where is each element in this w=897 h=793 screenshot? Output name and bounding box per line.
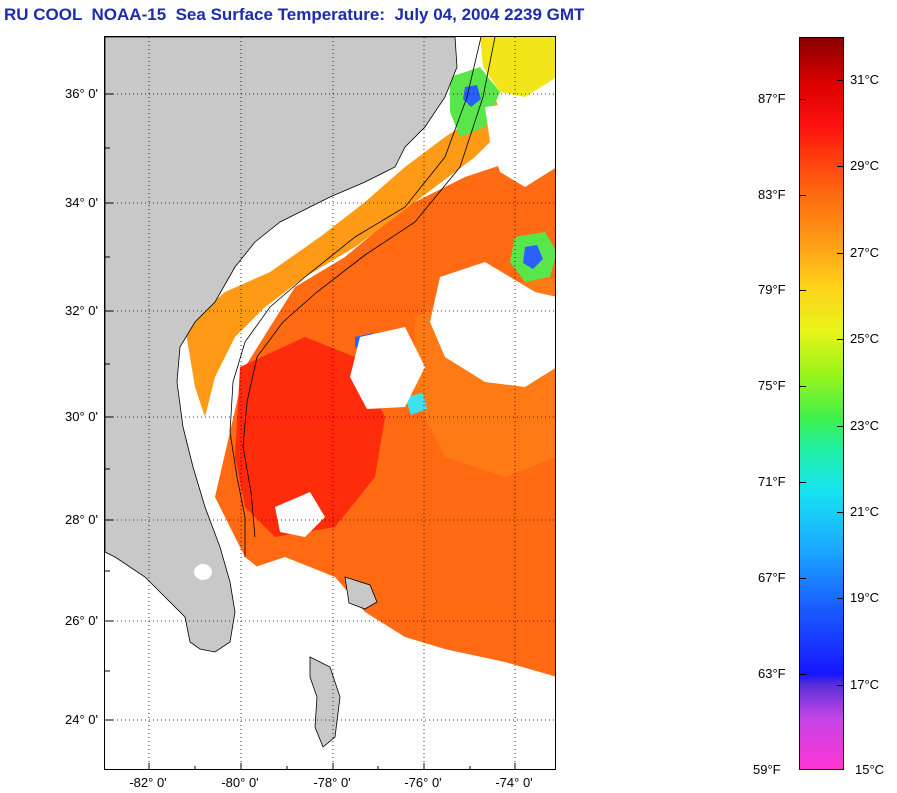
cb-label-63f: 63°F xyxy=(758,666,786,681)
cb-tick-f-83 xyxy=(799,195,806,196)
sst-map xyxy=(104,36,556,770)
cb-label-71f: 71°F xyxy=(758,474,786,489)
cb-tick-c-23 xyxy=(837,426,844,427)
land-mass xyxy=(105,37,458,653)
cb-label-59f: 59°F xyxy=(753,762,781,777)
cb-label-21c: 21°C xyxy=(850,504,880,519)
cb-label-23c: 23°C xyxy=(850,418,880,433)
cb-tick-f-79 xyxy=(799,290,806,291)
lat-label-34: 34° 0' xyxy=(65,195,98,210)
cloud-mask-east xyxy=(430,262,555,387)
cb-label-25c: 25°C xyxy=(850,331,880,346)
lon-label-82: -82° 0' xyxy=(129,775,167,790)
lat-label-30: 30° 0' xyxy=(65,409,98,424)
bahamas-island-2 xyxy=(344,576,378,610)
cb-label-75f: 75°F xyxy=(758,378,786,393)
lat-label-24: 24° 0' xyxy=(65,712,98,727)
isobath-100m xyxy=(229,37,482,557)
cb-label-27c: 27°C xyxy=(850,245,880,260)
cb-tick-c-17 xyxy=(837,685,844,686)
sst-hot-core xyxy=(235,337,385,537)
lat-label-28: 28° 0' xyxy=(65,512,98,527)
cb-label-67f: 67°F xyxy=(758,570,786,585)
cloud-mask-mid xyxy=(275,492,325,537)
cb-tick-c-19 xyxy=(837,598,844,599)
lon-label-76: -76° 0' xyxy=(404,775,442,790)
lon-label-78: -78° 0' xyxy=(313,775,351,790)
cb-label-19c: 19°C xyxy=(850,590,880,605)
lake-okeechobee xyxy=(194,564,212,580)
isobath-600m xyxy=(242,37,496,538)
lat-label-36: 36° 0' xyxy=(65,86,98,101)
cb-tick-f-75 xyxy=(799,386,806,387)
cloud-mask-central xyxy=(350,327,425,409)
cb-tick-c-25 xyxy=(837,339,844,340)
cb-tick-c-27 xyxy=(837,253,844,254)
sst-cool-patch-6 xyxy=(405,393,427,415)
sst-colorbar xyxy=(799,37,844,770)
sst-orange-shelf xyxy=(185,97,505,417)
lat-label-26: 26° 0' xyxy=(65,613,98,628)
cb-label-15c: 15°C xyxy=(855,762,885,777)
cb-tick-c-31 xyxy=(837,80,844,81)
cb-label-79f: 79°F xyxy=(758,282,786,297)
lon-label-74: -74° 0' xyxy=(495,775,533,790)
cb-label-29c: 29°C xyxy=(850,158,880,173)
cloud-mask-north xyxy=(485,97,555,187)
cb-tick-f-67 xyxy=(799,578,806,579)
lat-gridlines xyxy=(105,93,555,721)
cb-tick-f-87 xyxy=(799,99,806,100)
cb-tick-c-29 xyxy=(837,166,844,167)
lat-label-32: 32° 0' xyxy=(65,303,98,318)
cb-tick-f-71 xyxy=(799,482,806,483)
cb-label-87f: 87°F xyxy=(758,91,786,106)
sst-cool-patch-4 xyxy=(463,85,481,107)
sst-cool-patch-2 xyxy=(523,245,543,269)
map-axis-ticks xyxy=(105,93,516,769)
cb-label-17c: 17°C xyxy=(850,677,880,692)
cb-label-83f: 83°F xyxy=(758,187,786,202)
cb-label-31c: 31°C xyxy=(850,72,880,87)
lon-label-80: -80° 0' xyxy=(221,775,259,790)
sst-map-svg xyxy=(105,37,555,769)
cb-tick-f-63 xyxy=(799,674,806,675)
sst-yellow-north xyxy=(480,37,555,97)
chart-title: RU COOL NOAA-15 Sea Surface Temperature:… xyxy=(4,5,585,24)
cb-tick-c-21 xyxy=(837,512,844,513)
